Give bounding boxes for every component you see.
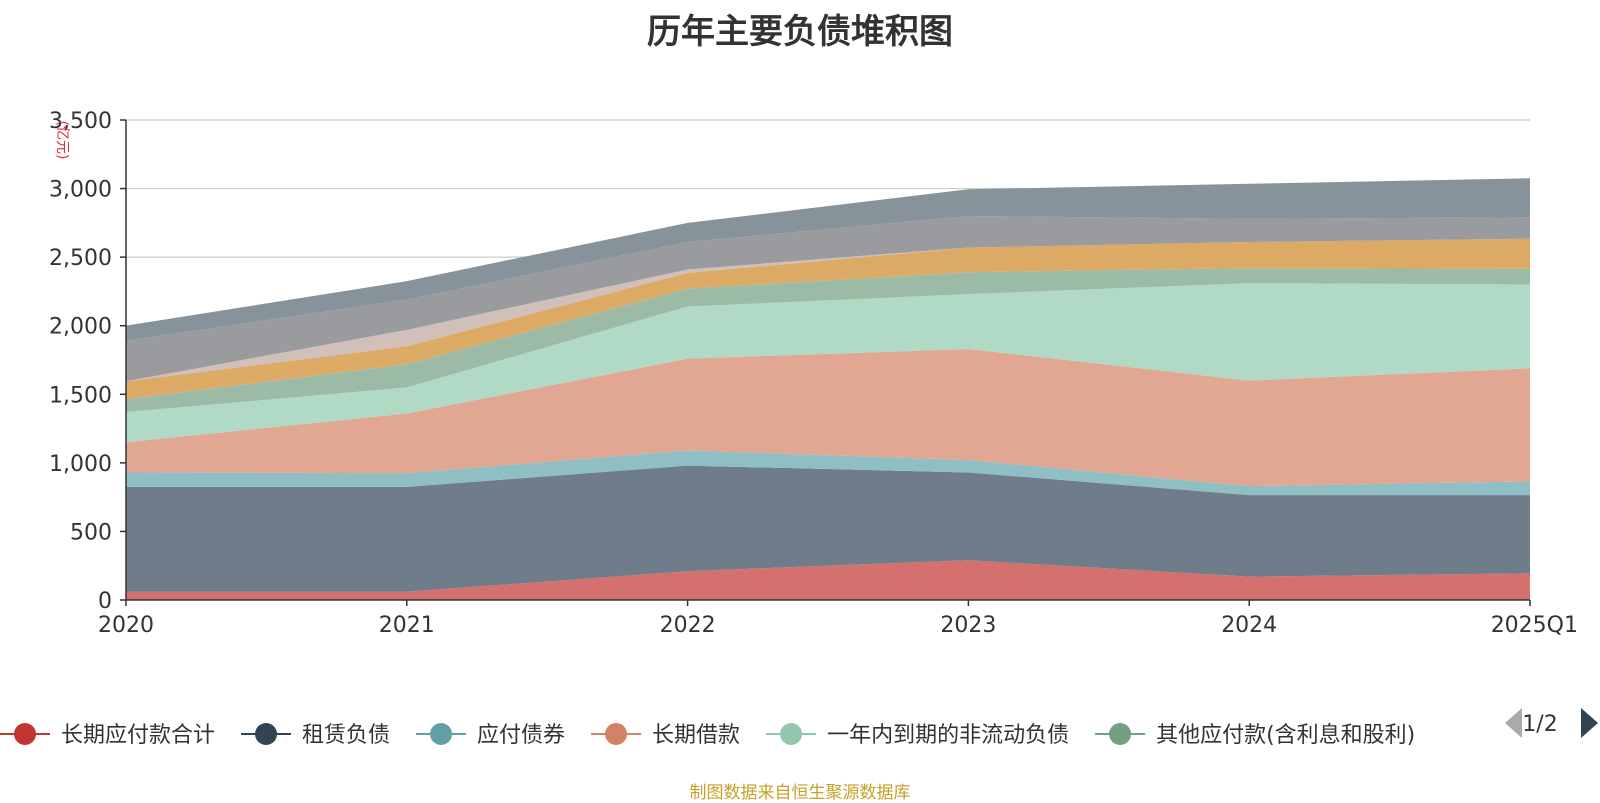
legend-label: 租赁负债 bbox=[302, 723, 390, 748]
y-tick-label: 2,500 bbox=[49, 246, 112, 271]
y-tick-labels: 0 500 1,000 1,500 2,000 2,500 3,000 3,500 bbox=[49, 109, 112, 614]
legend-marker-icon bbox=[1109, 723, 1132, 745]
legend-label: 一年内到期的非流动负债 bbox=[827, 723, 1069, 748]
legend-item[interactable]: 租赁负债 bbox=[241, 723, 390, 748]
x-tick-label: 2022 bbox=[660, 613, 716, 638]
y-tick-label: 1,500 bbox=[49, 383, 112, 408]
legend-item[interactable]: 一年内到期的非流动负债 bbox=[766, 723, 1069, 748]
y-tick-label: 2,000 bbox=[49, 315, 112, 340]
prev-page-icon[interactable] bbox=[1505, 708, 1522, 738]
x-tick-label: 2020 bbox=[98, 613, 154, 638]
x-tick-labels: 2020 2021 2022 2023 2024 2025Q1 bbox=[98, 613, 1578, 638]
area-series-6 bbox=[126, 268, 1530, 413]
legend-marker-icon bbox=[430, 723, 453, 745]
y-tick-label: 500 bbox=[70, 520, 112, 545]
area-series-4 bbox=[126, 349, 1530, 487]
next-page-icon[interactable] bbox=[1581, 708, 1598, 738]
legend-pager: 1/2 bbox=[1505, 708, 1598, 738]
y-tick-label: 1,000 bbox=[49, 452, 112, 477]
legend-marker-icon bbox=[14, 723, 36, 745]
legend: 长期应付款合计 租赁负债 应付债券 长期借款 一年内到期的非流动负债 其他应付款(含利息和… bbox=[0, 723, 1415, 748]
area-series-10 bbox=[126, 178, 1530, 341]
y-tick-label: 3,000 bbox=[49, 178, 112, 203]
chart-title: 历年主要负债堆积图 bbox=[647, 12, 953, 52]
area-series-1 bbox=[126, 560, 1530, 600]
legend-item[interactable]: 长期应付款合计 bbox=[0, 723, 215, 748]
x-tick-label: 2021 bbox=[379, 613, 435, 638]
legend-label: 应付债券 bbox=[477, 723, 565, 748]
legend-label: 长期借款 bbox=[652, 723, 740, 748]
area-series-3 bbox=[126, 450, 1530, 496]
axes bbox=[120, 119, 1531, 606]
area-series-7 bbox=[126, 238, 1530, 400]
y-unit-label: (亿元) bbox=[54, 121, 70, 160]
area-series-9 bbox=[126, 216, 1530, 382]
area-series-layer bbox=[126, 178, 1530, 600]
legend-marker-icon bbox=[605, 723, 628, 745]
x-tick-label: 2024 bbox=[1221, 613, 1277, 638]
legend-item[interactable]: 长期借款 bbox=[591, 723, 740, 748]
area-series-2 bbox=[126, 465, 1530, 592]
x-tick-label: 2023 bbox=[940, 613, 996, 638]
legend-label: 长期应付款合计 bbox=[61, 723, 215, 748]
y-tick-label: 3,500 bbox=[49, 109, 112, 134]
legend-marker-icon bbox=[780, 723, 803, 745]
x-tick-label: 2025Q1 bbox=[1491, 613, 1578, 638]
legend-item[interactable]: 应付债券 bbox=[416, 723, 565, 748]
legend-label: 其他应付款(含利息和股利) bbox=[1156, 723, 1415, 748]
legend-item[interactable]: 其他应付款(含利息和股利) bbox=[1095, 723, 1415, 748]
area-series-5 bbox=[126, 283, 1530, 443]
legend-page-indicator: 1/2 bbox=[1522, 712, 1557, 737]
y-tick-label: 0 bbox=[98, 589, 112, 614]
data-source-note: 制图数据来自恒生聚源数据库 bbox=[689, 783, 911, 803]
legend-marker-icon bbox=[255, 723, 278, 745]
